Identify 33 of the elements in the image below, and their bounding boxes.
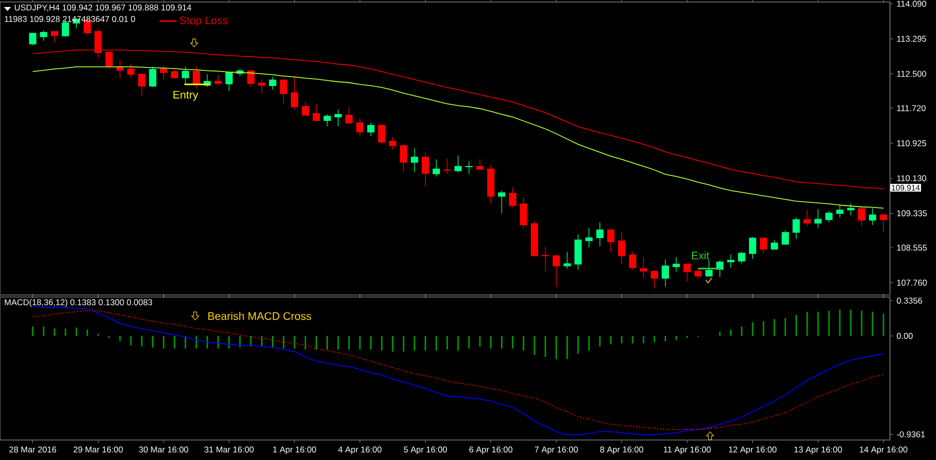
y-tick-label: 114.090 [897, 0, 926, 7]
legend-label: Stop Loss [180, 16, 228, 26]
x-tick-label: 8 Apr 16:00 [600, 446, 644, 454]
x-tick-label: 14 Apr 16:00 [860, 446, 908, 454]
chart-title: USDJPY,H4 109.942 109.967 109.888 109.914 [14, 4, 192, 12]
annotation: Exit [692, 251, 710, 260]
x-tick-label: 13 Apr 16:00 [794, 446, 842, 454]
y-tick-label: 108.555 [897, 244, 927, 251]
x-tick-label: 7 Apr 16:00 [534, 446, 578, 454]
y-tick-label: 110.130 [897, 175, 926, 182]
x-tick-label: 12 Apr 16:00 [728, 446, 776, 454]
y-tick-label: 113.295 [897, 36, 926, 42]
y-tick-label: 112.500 [897, 70, 926, 77]
x-tick-label: 31 Mar 16:00 [204, 446, 254, 453]
x-tick-label: 11 Apr 16:00 [664, 446, 711, 454]
text: 11983 109.928 2147483647 0.01 0 [4, 16, 136, 22]
annotation: Bearish MACD Cross [208, 312, 312, 320]
y-tick-label: 0.00 [896, 332, 913, 339]
x-tick-label: 29 Mar 16:00 [74, 446, 123, 453]
x-tick-label: 5 Apr 16:00 [404, 446, 447, 454]
x-tick-label: 6 Apr 16:00 [469, 446, 512, 454]
x-tick-label: 30 Mar 16:00 [138, 446, 188, 453]
x-tick-label: 1 Apr 16:00 [273, 446, 316, 454]
y-tick-label: 0.3356 [896, 298, 922, 304]
y-tick-label: 107.760 [897, 280, 927, 286]
y-tick-label: -0.9361 [896, 431, 925, 438]
y-tick-label: 109.335 [897, 210, 927, 216]
y-tick-label: 110.925 [897, 140, 926, 146]
x-tick-label: 4 Apr 16:00 [338, 446, 382, 454]
annotation: Entry [174, 90, 198, 101]
chart-title: MACD(18,36,12) 0.1383 0.1300 0.0083 [4, 299, 152, 307]
y-tick-label: 111.720 [897, 105, 926, 112]
x-tick-label: 28 Mar 2016 [9, 446, 56, 453]
